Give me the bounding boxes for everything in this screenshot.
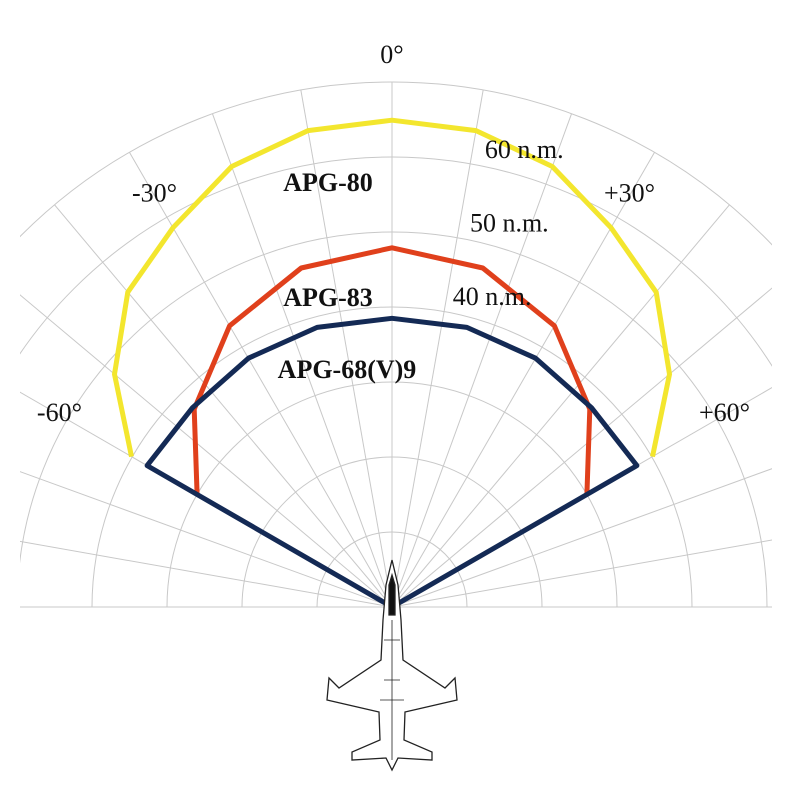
grid-radial — [300, 89, 393, 608]
sector-edge — [389, 463, 640, 610]
aircraft — [326, 559, 458, 772]
angle-tick-label: -30° — [132, 179, 177, 208]
range-curve — [191, 245, 593, 495]
grid-radial — [20, 540, 393, 608]
plot — [112, 117, 672, 610]
sector-edge — [144, 463, 395, 610]
grid-radial — [391, 287, 772, 608]
grid-radial — [391, 468, 772, 608]
angle-tick-label: -60° — [37, 398, 82, 427]
angle-tick-label: +60° — [699, 398, 750, 427]
range-tick-label: 40 n.m. — [453, 282, 532, 311]
grid-radial — [54, 204, 393, 608]
series-label: APG-80 — [283, 168, 373, 197]
grid-radial — [391, 113, 573, 608]
range-curve — [112, 117, 672, 458]
grid-radial — [20, 294, 393, 608]
angle-tick-label: +30° — [604, 179, 655, 208]
grid-radial — [391, 387, 772, 608]
grid-radial — [391, 539, 772, 608]
series-label: APG-68(V)9 — [278, 355, 417, 384]
range-tick-label: 60 n.m. — [485, 135, 564, 164]
grid-radial — [211, 113, 393, 608]
grid-radial — [391, 204, 730, 608]
range-tick-label: 50 n.m. — [470, 209, 549, 238]
angle-tick-label: 0° — [380, 40, 403, 69]
labels: -60° -30° 0° +30° +60° 40 n.m. 50 n.m. 60 n.m. A… — [37, 40, 750, 427]
range-curve — [145, 315, 639, 468]
grid-radial — [20, 471, 393, 608]
grid-radial — [391, 89, 484, 608]
series-label: APG-83 — [283, 283, 373, 312]
